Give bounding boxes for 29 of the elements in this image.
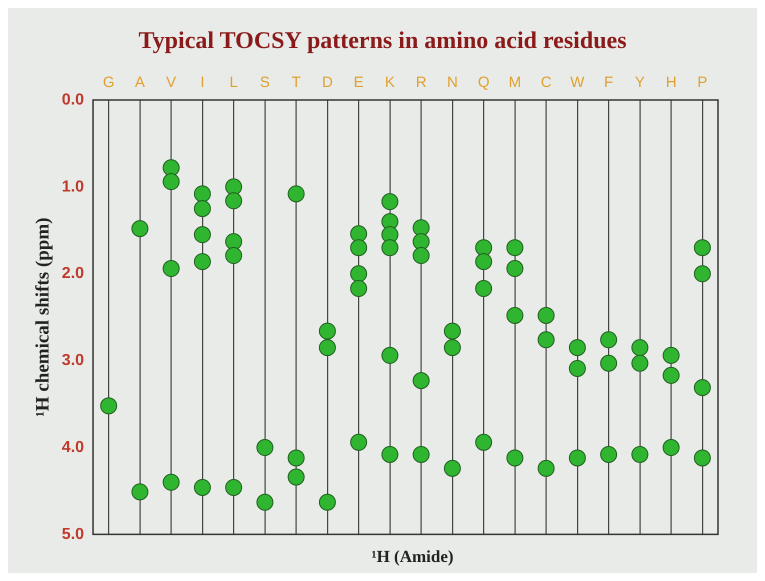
x-tick-label: C [540, 74, 552, 92]
x-tick-label: D [322, 74, 333, 92]
y-tick-label: 0.0 [62, 91, 84, 108]
x-tick-label: R [416, 74, 427, 92]
x-tick-label: W [570, 74, 586, 92]
chart-title: Typical TOCSY patterns in amino acid residues [137, 27, 628, 56]
x-tick-label: Y [634, 74, 645, 92]
x-tick-label: M [508, 74, 522, 92]
x-axis-title: ¹H (Amide) [370, 547, 455, 567]
x-tick-label: P [697, 74, 708, 92]
x-tick-label: K [384, 74, 395, 92]
x-tick-label: Q [478, 74, 490, 92]
x-tick-label: F [604, 74, 614, 92]
x-tick-label: V [166, 74, 176, 92]
x-tick-label: T [292, 74, 301, 92]
y-tick-label: 4.0 [62, 438, 84, 456]
y-tick-label: 1.0 [62, 178, 84, 196]
y-tick-label: 3.0 [62, 352, 84, 370]
x-tick-label: A [134, 74, 145, 92]
x-tick-label: G [102, 74, 114, 92]
y-tick-label: 5.0 [62, 526, 84, 543]
y-tick-label: 2.0 [62, 265, 84, 282]
x-tick-label: L [229, 74, 238, 92]
x-tick-label: H [666, 74, 677, 92]
x-tick-label: S [260, 74, 270, 92]
x-tick-label: I [200, 74, 204, 92]
y-axis-title: ¹H chemical shifts (ppm) [32, 218, 54, 417]
x-tick-label: N [446, 74, 458, 92]
x-tick-label: E [354, 74, 364, 92]
